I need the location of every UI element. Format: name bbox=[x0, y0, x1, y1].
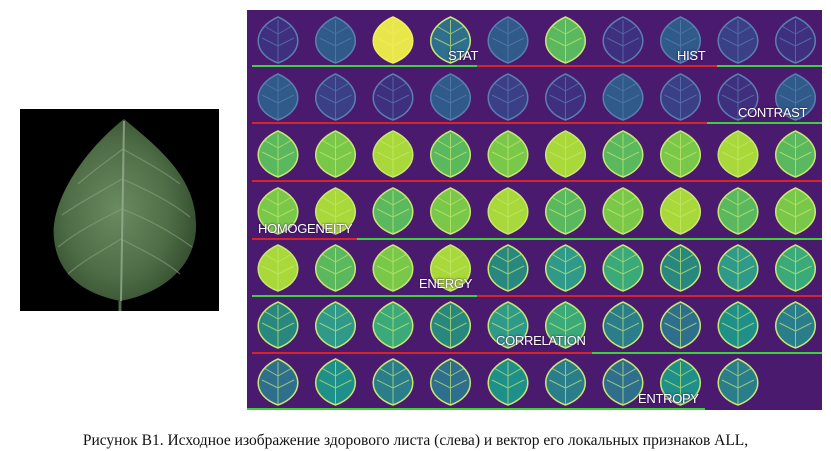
feature-map-thumbnail bbox=[314, 73, 357, 121]
feature-map-thumbnail bbox=[544, 16, 587, 64]
feature-map-thumbnail bbox=[429, 16, 472, 64]
feature-map-thumbnail bbox=[602, 358, 644, 406]
feature-map-thumbnail bbox=[659, 130, 702, 178]
feature-map-thumbnail bbox=[659, 244, 702, 292]
label-entropy: ENTROPY bbox=[638, 391, 699, 406]
feature-map-thumbnail bbox=[774, 301, 817, 349]
feature-map-thumbnail bbox=[429, 73, 472, 121]
feature-map-thumbnail bbox=[372, 358, 414, 406]
feature-map-thumbnail bbox=[487, 358, 529, 406]
feature-map-thumbnail bbox=[429, 358, 472, 406]
feature-map-thumbnail bbox=[717, 244, 759, 292]
figure-caption: Рисунок В1. Исходное изображение здорово… bbox=[82, 432, 749, 449]
feature-map-thumbnail bbox=[602, 301, 644, 349]
feature-map-thumbnail bbox=[314, 301, 357, 349]
feature-map-thumbnail bbox=[774, 73, 817, 121]
feature-map-thumbnail bbox=[314, 130, 357, 178]
feature-map-thumbnail bbox=[314, 187, 357, 235]
feature-map-thumbnail bbox=[602, 16, 644, 64]
feature-map-thumbnail bbox=[602, 73, 644, 121]
feature-map-thumbnail bbox=[659, 358, 702, 406]
feature-map-thumbnail bbox=[544, 358, 587, 406]
feature-map-thumbnail bbox=[257, 187, 299, 235]
feature-map-thumbnail bbox=[774, 244, 817, 292]
feature-map-thumbnail bbox=[602, 187, 644, 235]
feature-map-thumbnail bbox=[257, 73, 299, 121]
feature-map-thumbnail bbox=[544, 244, 587, 292]
feature-map-thumbnail bbox=[717, 73, 759, 121]
label-stat: STAT bbox=[448, 48, 479, 63]
feature-map-thumbnail bbox=[429, 130, 472, 178]
feature-map-thumbnail bbox=[372, 16, 414, 64]
feature-map-thumbnail bbox=[429, 187, 472, 235]
feature-map-thumbnail bbox=[717, 187, 759, 235]
feature-map-thumbnail bbox=[717, 16, 759, 64]
feature-map-thumbnail bbox=[372, 301, 414, 349]
feature-map-thumbnail bbox=[314, 16, 357, 64]
feature-map-thumbnail bbox=[487, 130, 529, 178]
feature-map-thumbnail bbox=[659, 187, 702, 235]
feature-maps-grid: STAT HIST CONTRAST HOMOGENEITY ENERGY CO… bbox=[247, 10, 822, 410]
feature-map-thumbnail bbox=[372, 244, 414, 292]
feature-map-thumbnail bbox=[487, 73, 529, 121]
feature-map-thumbnail bbox=[659, 16, 702, 64]
feature-map-thumbnail bbox=[257, 130, 299, 178]
feature-map-thumbnail bbox=[257, 244, 299, 292]
feature-map-thumbnail bbox=[487, 16, 529, 64]
feature-map-thumbnail bbox=[372, 73, 414, 121]
label-correlation: CORRELATION bbox=[496, 333, 586, 348]
feature-map-thumbnail bbox=[774, 130, 817, 178]
feature-map-thumbnail bbox=[717, 130, 759, 178]
label-hist: HIST bbox=[677, 48, 706, 63]
feature-map-thumbnail bbox=[544, 187, 587, 235]
feature-map-thumbnail bbox=[602, 244, 644, 292]
feature-map-thumbnail bbox=[257, 301, 299, 349]
feature-map-thumbnail bbox=[487, 187, 529, 235]
feature-map-thumbnail bbox=[429, 244, 472, 292]
feature-map-thumbnail bbox=[257, 358, 299, 406]
feature-map-thumbnail bbox=[487, 244, 529, 292]
feature-map-thumbnail bbox=[717, 301, 759, 349]
feature-map-thumbnail bbox=[659, 301, 702, 349]
feature-map-thumbnail bbox=[717, 358, 759, 406]
feature-map-thumbnail bbox=[544, 130, 587, 178]
label-contrast: CONTRAST bbox=[738, 105, 808, 120]
feature-map-thumbnail bbox=[314, 244, 357, 292]
leaf-photo-icon bbox=[20, 109, 219, 311]
feature-map-thumbnail bbox=[429, 301, 472, 349]
feature-map-thumbnail bbox=[487, 301, 529, 349]
leaf-photo bbox=[20, 109, 219, 311]
feature-map-thumbnail bbox=[544, 301, 587, 349]
feature-map-thumbnail bbox=[774, 187, 817, 235]
feature-map-thumbnail bbox=[774, 16, 817, 64]
feature-maps-svg bbox=[247, 10, 822, 410]
feature-map-thumbnail bbox=[602, 130, 644, 178]
feature-map-thumbnail bbox=[257, 16, 299, 64]
feature-map-thumbnail bbox=[314, 358, 357, 406]
feature-map-thumbnail bbox=[544, 73, 587, 121]
feature-map-thumbnail bbox=[372, 187, 414, 235]
feature-map-thumbnail bbox=[372, 130, 414, 178]
label-homogeneity: HOMOGENEITY bbox=[258, 221, 353, 236]
feature-map-thumbnail bbox=[659, 73, 702, 121]
label-energy: ENERGY bbox=[419, 276, 473, 291]
